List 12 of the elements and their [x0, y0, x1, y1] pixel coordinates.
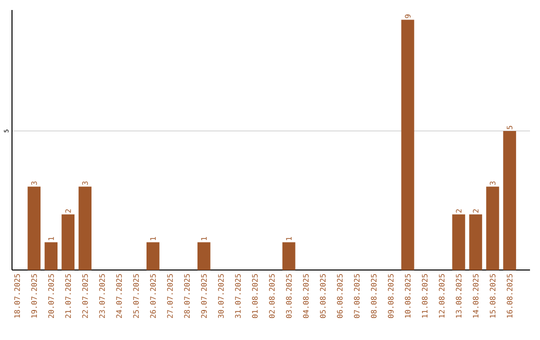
bar [401, 20, 414, 270]
bar [28, 186, 41, 270]
bar [78, 186, 92, 270]
bar [503, 130, 516, 270]
bar [197, 242, 210, 270]
bar [62, 214, 75, 270]
bar [452, 214, 466, 270]
bar [146, 242, 160, 270]
bar [486, 186, 500, 270]
bar [44, 242, 58, 270]
bar [282, 242, 296, 270]
bar [469, 214, 482, 270]
